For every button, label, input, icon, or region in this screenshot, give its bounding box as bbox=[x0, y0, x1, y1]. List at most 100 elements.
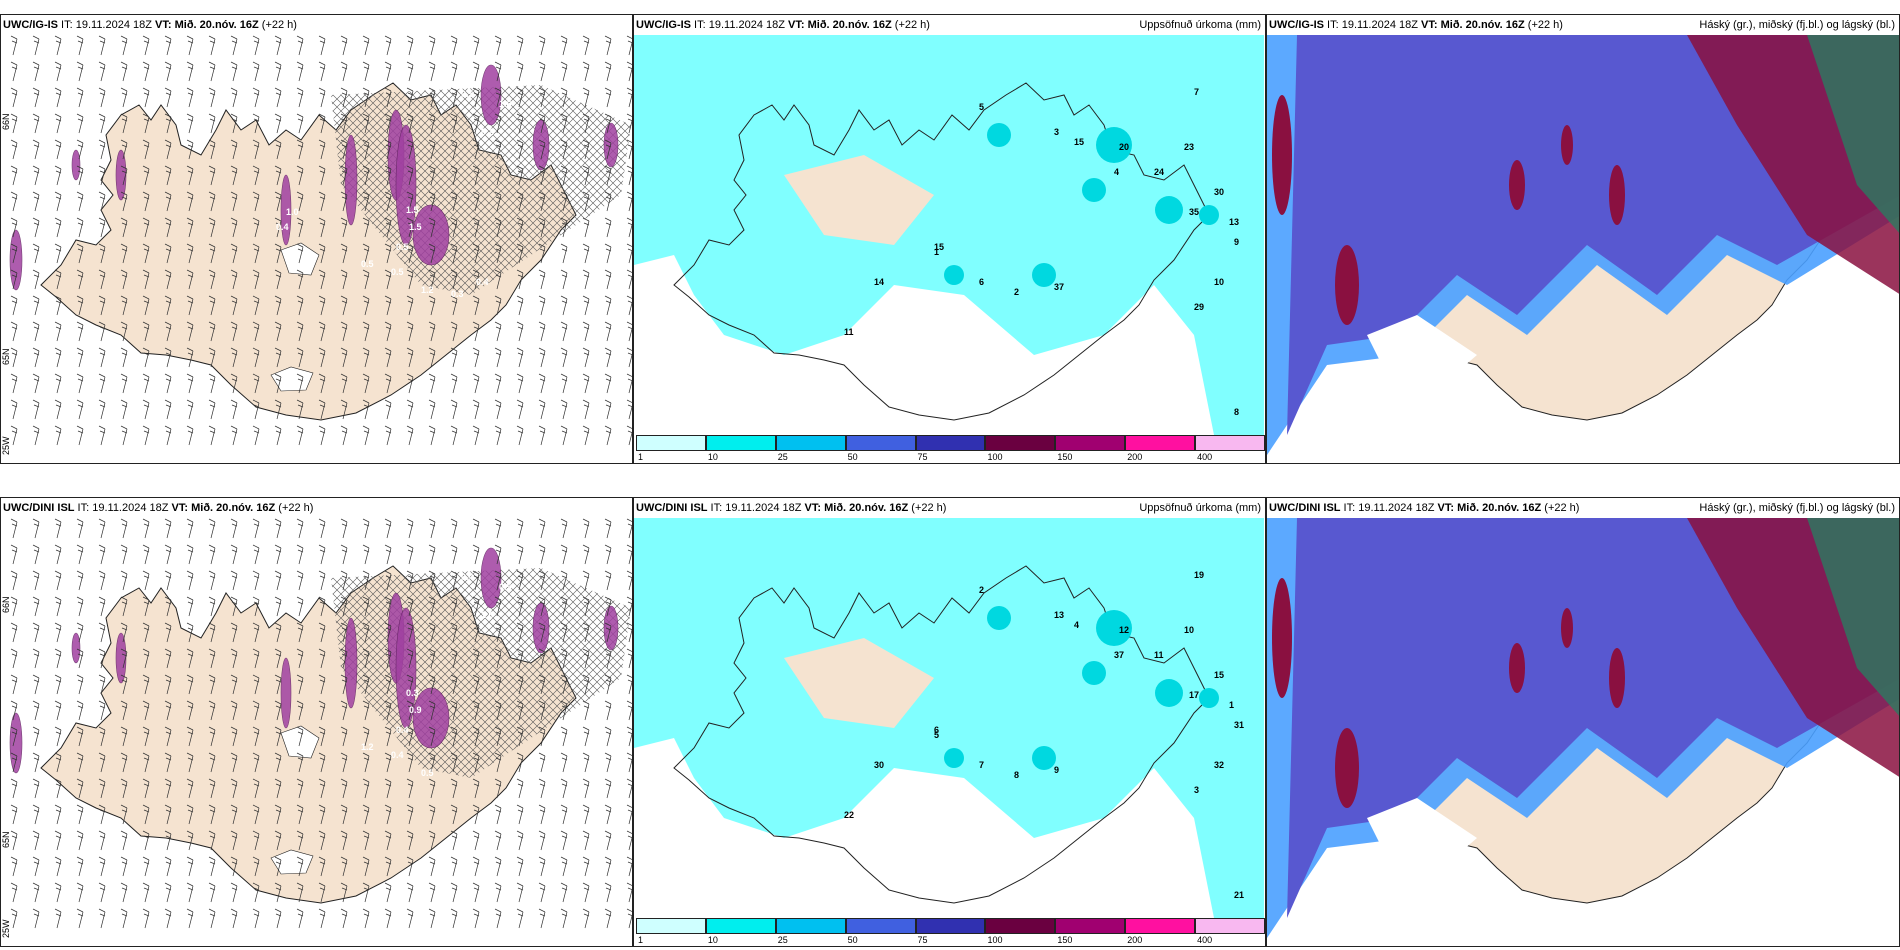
wind-barb bbox=[494, 908, 502, 929]
wind-barb bbox=[538, 648, 546, 669]
wind-barb bbox=[98, 217, 106, 238]
wind-barb bbox=[186, 804, 194, 825]
wind-barb bbox=[604, 752, 612, 773]
wind-barb bbox=[252, 399, 260, 420]
colorbar-tick: 400 bbox=[1197, 452, 1213, 462]
wind-barb bbox=[406, 61, 414, 82]
contour-label: 1.0 bbox=[286, 207, 299, 217]
wind-barb bbox=[604, 269, 612, 290]
wind-barb bbox=[164, 518, 172, 539]
wind-barb bbox=[582, 139, 590, 160]
wind-barb bbox=[406, 726, 414, 747]
wind-barb bbox=[10, 139, 18, 160]
wind-barb bbox=[142, 648, 150, 669]
wind-barb bbox=[318, 191, 326, 212]
wind-barb bbox=[98, 87, 106, 108]
wind-barb bbox=[340, 622, 348, 643]
wind-barb bbox=[164, 882, 172, 903]
wind-barb bbox=[362, 544, 370, 565]
wind-barb bbox=[76, 518, 84, 539]
precip-label: 2 bbox=[979, 585, 984, 595]
wind-barb bbox=[428, 778, 436, 799]
wind-barb bbox=[538, 544, 546, 565]
wind-barb bbox=[186, 752, 194, 773]
wind-barb bbox=[230, 596, 238, 617]
wind-barb bbox=[582, 61, 590, 82]
precip-streak bbox=[115, 632, 127, 684]
wind-barb bbox=[54, 113, 62, 134]
wind-barb bbox=[406, 622, 414, 643]
wind-barb bbox=[32, 908, 40, 929]
wind-barb bbox=[538, 622, 546, 643]
wind-barb bbox=[450, 544, 458, 565]
wind-barb bbox=[10, 778, 18, 799]
wind-barb bbox=[494, 752, 502, 773]
contour-label: 0.4 bbox=[276, 222, 289, 232]
wind-barb bbox=[538, 87, 546, 108]
precip-label: 12 bbox=[1119, 625, 1129, 635]
wind-barb bbox=[274, 882, 282, 903]
wind-barb bbox=[362, 648, 370, 669]
wind-barb bbox=[208, 165, 216, 186]
wind-barb bbox=[384, 804, 392, 825]
precip-label: 21 bbox=[1234, 890, 1244, 900]
wind-barb bbox=[54, 321, 62, 342]
precip-patch bbox=[987, 606, 1011, 630]
wind-barb bbox=[428, 61, 436, 82]
wind-barb bbox=[340, 165, 348, 186]
wind-barb bbox=[472, 165, 480, 186]
wind-barb bbox=[604, 908, 612, 929]
wind-barb bbox=[164, 778, 172, 799]
wind-barb bbox=[142, 139, 150, 160]
wind-barb bbox=[186, 61, 194, 82]
wind-barb bbox=[142, 399, 150, 420]
wind-barb bbox=[252, 804, 260, 825]
wind-barb bbox=[76, 882, 84, 903]
wind-barb bbox=[230, 778, 238, 799]
wind-barb bbox=[186, 87, 194, 108]
wind-barb bbox=[120, 347, 128, 368]
wind-barb bbox=[318, 165, 326, 186]
wind-barb bbox=[516, 778, 524, 799]
wind-barb bbox=[340, 243, 348, 264]
wind-barb bbox=[164, 191, 172, 212]
wind-barb bbox=[362, 191, 370, 212]
wind-barb bbox=[164, 35, 172, 56]
wind-barb bbox=[10, 830, 18, 851]
wind-barb bbox=[472, 752, 480, 773]
wind-barb bbox=[10, 752, 18, 773]
wind-barb bbox=[142, 87, 150, 108]
wind-barb bbox=[406, 295, 414, 316]
wind-barb bbox=[54, 622, 62, 643]
colorbar-tick: 100 bbox=[987, 935, 1003, 945]
wind-barb bbox=[10, 217, 18, 238]
wind-barb bbox=[252, 61, 260, 82]
wind-barb bbox=[340, 425, 348, 446]
wind-barb bbox=[340, 87, 348, 108]
wind-barb bbox=[494, 243, 502, 264]
wind-barb bbox=[604, 674, 612, 695]
wind-barb bbox=[230, 674, 238, 695]
colorbar-box bbox=[1055, 435, 1126, 451]
wind-barb bbox=[164, 856, 172, 877]
wind-barb bbox=[604, 217, 612, 238]
precip-patch bbox=[1155, 196, 1183, 224]
wind-barb bbox=[32, 217, 40, 238]
wind-barb bbox=[604, 622, 612, 643]
precip-label: 37 bbox=[1114, 650, 1124, 660]
wind-barb bbox=[340, 596, 348, 617]
wind-barb bbox=[384, 518, 392, 539]
wind-barb bbox=[120, 295, 128, 316]
wind-barb bbox=[516, 622, 524, 643]
wind-barb bbox=[428, 674, 436, 695]
wind-barb bbox=[340, 804, 348, 825]
wind-barb bbox=[208, 804, 216, 825]
precip-patch bbox=[944, 265, 964, 285]
wind-barb bbox=[516, 804, 524, 825]
wind-barb bbox=[494, 726, 502, 747]
wind-barb bbox=[472, 269, 480, 290]
wind-barb bbox=[516, 191, 524, 212]
contour-label: 0.5 bbox=[461, 89, 474, 99]
wind-barb bbox=[472, 61, 480, 82]
wind-barb bbox=[626, 830, 632, 851]
